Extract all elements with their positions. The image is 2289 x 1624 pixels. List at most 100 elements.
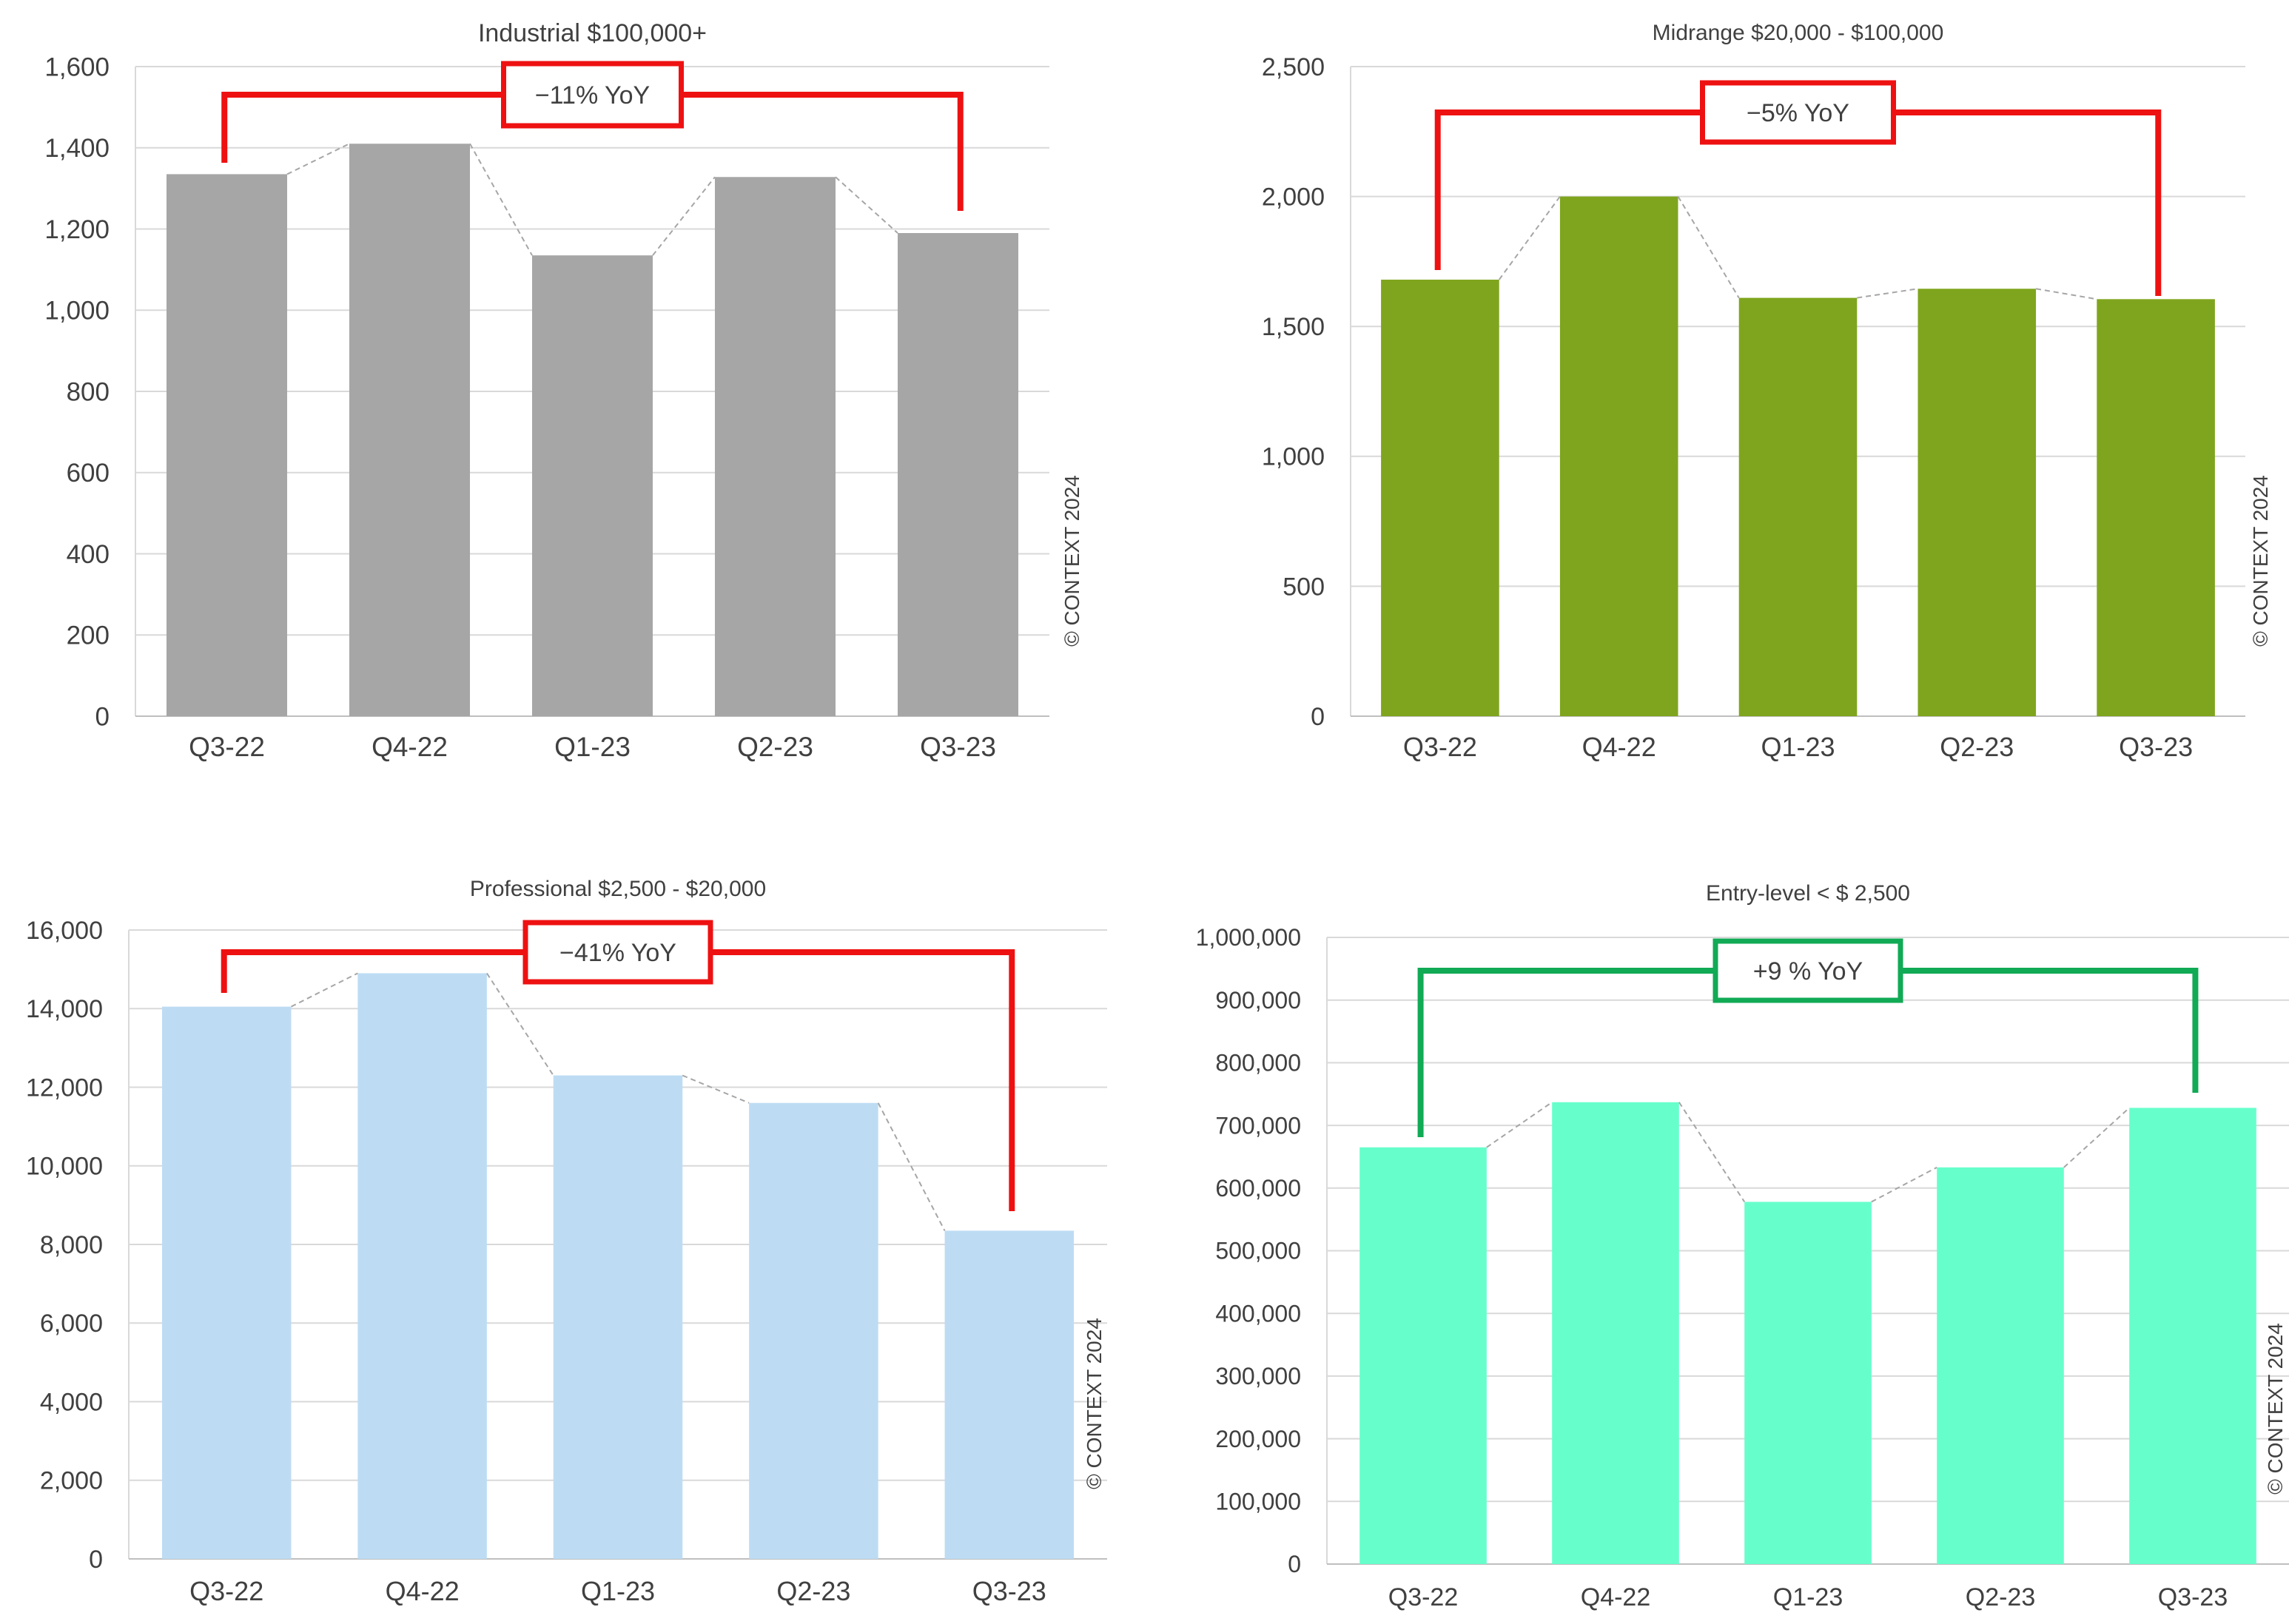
yoy-label: −41% YoY bbox=[559, 939, 676, 967]
y-tick-label: 700,000 bbox=[1215, 1112, 1301, 1139]
y-tick-label: 900,000 bbox=[1215, 987, 1301, 1014]
x-tick-label: Q2-23 bbox=[776, 1576, 850, 1606]
yoy-label-box bbox=[501, 61, 684, 129]
connector-line bbox=[1871, 1166, 1937, 1203]
connector-line bbox=[1677, 196, 1740, 299]
connector-line bbox=[682, 1074, 750, 1104]
y-tick-label: 800,000 bbox=[1215, 1050, 1301, 1077]
industrial-chart: 0 200 400 600 800 1,000 1,200 1,400 1,600 Q3-22 Q4… bbox=[44, 19, 1083, 762]
x-tick-label: Q3-22 bbox=[1403, 732, 1477, 762]
chart-panel-entry-level: 0 100,000 200,000 300,000 400,000 500,000 600,… bbox=[1144, 812, 2289, 1624]
y-tick-label: 0 bbox=[95, 702, 110, 731]
y-tick-label: 0 bbox=[1311, 703, 1325, 731]
chart-panel-midrange: 0 500 1,000 1,500 2,000 2,500 Q3-22 Q4-22 Q1-23 Q… bbox=[1144, 0, 2289, 812]
y-tick-label: 14,000 bbox=[26, 995, 103, 1023]
chart-title: Professional $2,500 - $20,000 bbox=[470, 877, 766, 901]
bar-q1-23 bbox=[553, 1075, 683, 1559]
y-tick-label: 500 bbox=[1283, 573, 1325, 601]
connector-line bbox=[469, 143, 533, 256]
connector-line bbox=[1678, 1102, 1746, 1202]
x-tick-label: Q1-23 bbox=[1761, 732, 1835, 762]
bar-q3-22 bbox=[166, 174, 288, 716]
x-tick-label: Q3-22 bbox=[1388, 1583, 1459, 1611]
bar-q4-22 bbox=[1559, 196, 1678, 717]
x-tick-label: Q3-23 bbox=[972, 1576, 1046, 1606]
y-tick-label: 400,000 bbox=[1215, 1300, 1301, 1327]
bar-q2-23 bbox=[1937, 1167, 2064, 1564]
connector-line bbox=[2035, 288, 2097, 300]
connector-line bbox=[1498, 196, 1561, 280]
y-tick-label: 1,000,000 bbox=[1196, 924, 1301, 951]
y-tick-label: 0 bbox=[1288, 1551, 1301, 1577]
yoy-label: −11% YoY bbox=[535, 81, 650, 109]
entry-level-chart: 0 100,000 200,000 300,000 400,000 500,000 600,… bbox=[1196, 881, 2289, 1611]
y-tick-label: 6,000 bbox=[40, 1310, 103, 1338]
x-tick-label: Q2-23 bbox=[1966, 1583, 2036, 1611]
y-tick-label: 1,000 bbox=[1262, 443, 1325, 471]
x-tick-label: Q1-23 bbox=[554, 732, 631, 762]
yoy-label-box bbox=[522, 920, 713, 985]
y-tick-label: 16,000 bbox=[26, 917, 103, 945]
bar-q4-22 bbox=[1552, 1102, 1679, 1564]
connector-line bbox=[877, 1102, 946, 1231]
connector-line bbox=[486, 972, 554, 1077]
x-tick-label: Q3-23 bbox=[2119, 732, 2193, 762]
y-tick-label: 300,000 bbox=[1215, 1363, 1301, 1389]
y-tick-label: 1,500 bbox=[1262, 313, 1325, 341]
y-tick-label: 600,000 bbox=[1215, 1175, 1301, 1202]
x-tick-label: Q3-22 bbox=[189, 1576, 263, 1606]
y-tick-label: 100,000 bbox=[1215, 1489, 1301, 1515]
x-tick-label: Q1-23 bbox=[1773, 1583, 1843, 1611]
x-tick-label: Q2-23 bbox=[1940, 732, 2014, 762]
bar-q1-23 bbox=[1738, 297, 1858, 716]
bar-q2-23 bbox=[1917, 289, 2037, 716]
midrange-chart: 0 500 1,000 1,500 2,000 2,500 Q3-22 Q4-22 Q1-23 Q… bbox=[1262, 21, 2272, 762]
x-tick-label: Q3-22 bbox=[189, 732, 265, 762]
chart-panel-professional: 0 2,000 4,000 6,000 8,000 10,000 12,000 14,000 1… bbox=[0, 812, 1144, 1624]
chart-panel-industrial: 0 200 400 600 800 1,000 1,200 1,400 1,600 Q3-22 Q4… bbox=[0, 0, 1144, 812]
chart-title: Entry-level < $ 2,500 bbox=[1706, 881, 1910, 906]
connector-line bbox=[2063, 1107, 2130, 1168]
y-tick-label: 8,000 bbox=[40, 1231, 103, 1259]
y-tick-label: 200 bbox=[67, 621, 110, 650]
x-tick-label: Q4-22 bbox=[1581, 1583, 1651, 1611]
yoy-label: −5% YoY bbox=[1747, 99, 1849, 127]
y-tick-label: 0 bbox=[89, 1546, 103, 1574]
bar-q3-22 bbox=[161, 1006, 292, 1559]
bar-q2-23 bbox=[749, 1102, 878, 1559]
bar-q3-23 bbox=[944, 1230, 1075, 1559]
y-tick-label: 2,000 bbox=[40, 1467, 103, 1495]
y-tick-label: 400 bbox=[67, 540, 110, 569]
yoy-label-box bbox=[1712, 938, 1903, 1003]
bar-q4-22 bbox=[349, 144, 471, 716]
x-tick-label: Q3-23 bbox=[920, 732, 996, 762]
bar-q2-23 bbox=[714, 177, 836, 716]
bar-q3-23 bbox=[2129, 1108, 2256, 1564]
y-tick-label: 500,000 bbox=[1215, 1238, 1301, 1264]
connector-line bbox=[1486, 1101, 1553, 1148]
x-tick-label: Q3-23 bbox=[2158, 1583, 2228, 1611]
y-tick-label: 200,000 bbox=[1215, 1426, 1301, 1452]
y-tick-label: 1,600 bbox=[44, 53, 110, 81]
x-tick-label: Q4-22 bbox=[386, 1576, 460, 1606]
copyright-credit: © CONTEXT 2024 bbox=[1083, 1318, 1106, 1489]
bar-q3-23 bbox=[897, 232, 1019, 716]
chart-title: Midrange $20,000 - $100,000 bbox=[1653, 21, 1944, 45]
connector-line bbox=[835, 176, 898, 234]
y-tick-label: 4,000 bbox=[40, 1388, 103, 1416]
y-tick-label: 2,000 bbox=[1262, 183, 1325, 212]
yoy-label-box bbox=[1700, 80, 1896, 145]
y-tick-label: 12,000 bbox=[26, 1074, 103, 1102]
copyright-credit: © CONTEXT 2024 bbox=[2249, 475, 2272, 647]
y-tick-label: 1,200 bbox=[44, 215, 110, 244]
chart-title: Industrial $100,000+ bbox=[478, 19, 707, 47]
professional-chart: 0 2,000 4,000 6,000 8,000 10,000 12,000 14,000 1… bbox=[26, 877, 1107, 1606]
y-tick-label: 1,000 bbox=[44, 297, 110, 326]
yoy-label: +9 % YoY bbox=[1753, 957, 1863, 985]
y-tick-label: 10,000 bbox=[26, 1153, 103, 1181]
bar-q3-22 bbox=[1381, 279, 1499, 716]
bar-q4-22 bbox=[357, 973, 487, 1559]
x-tick-label: Q1-23 bbox=[581, 1576, 655, 1606]
connector-line bbox=[652, 176, 716, 256]
connector-line bbox=[286, 143, 350, 175]
